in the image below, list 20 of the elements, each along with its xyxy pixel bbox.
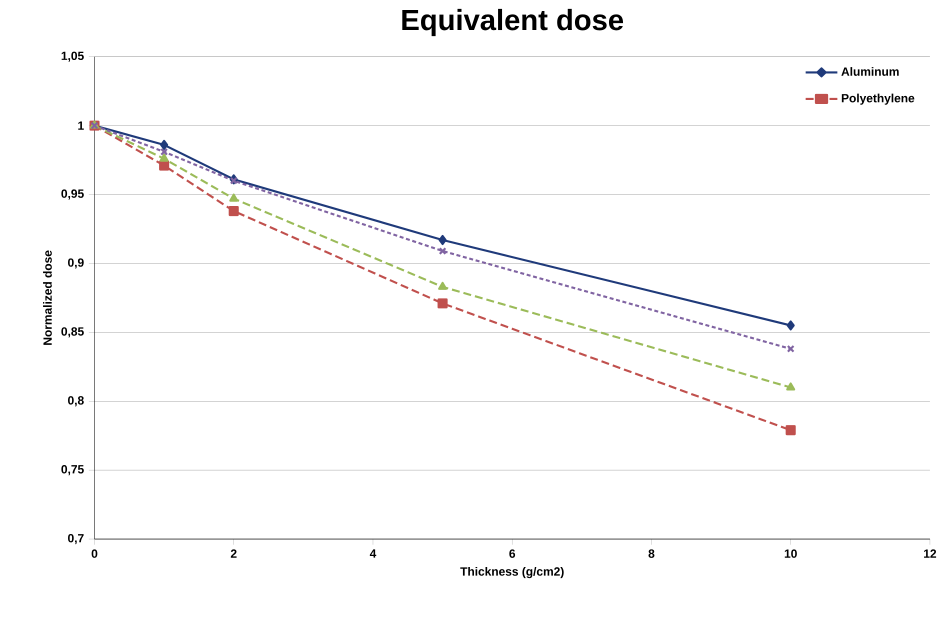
y-tick-label: 0,8 xyxy=(68,396,84,407)
legend-label: Polyethylene xyxy=(842,94,914,105)
x-axis-title: Thickness (g/cm2) xyxy=(460,567,564,578)
y-tick-label: 0,95 xyxy=(61,190,84,200)
x-tick-label: 8 xyxy=(648,550,654,558)
x-tick-label: 4 xyxy=(370,550,376,558)
y-tick-label: 1,05 xyxy=(62,52,84,62)
y-tick-label: 0,75 xyxy=(61,465,84,476)
x-tick-label: 0 xyxy=(92,550,98,558)
y-tick-label: 0,85 xyxy=(61,327,84,338)
y-axis-title: Normalized dose xyxy=(43,250,52,346)
x-tick-label: 10 xyxy=(784,550,797,558)
x-tick-label: 2 xyxy=(230,550,237,558)
y-tick-label: 0,9 xyxy=(68,258,84,269)
legend-label: Aluminum xyxy=(841,67,899,76)
x-tick-label: 12 xyxy=(924,550,936,558)
chart-title: Equivalent dose xyxy=(402,9,624,36)
x-tick-label: 6 xyxy=(509,550,516,558)
y-tick-label: 0,7 xyxy=(68,534,84,544)
y-tick-label: 1 xyxy=(78,122,84,130)
